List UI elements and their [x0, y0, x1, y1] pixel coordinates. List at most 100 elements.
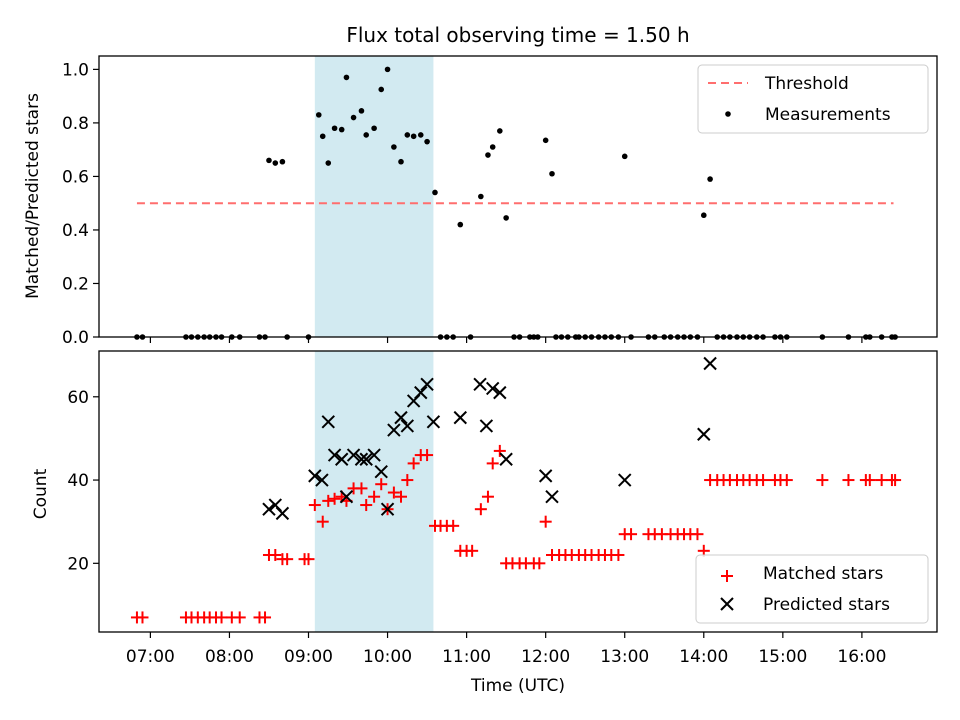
matched-star-point [355, 482, 368, 495]
measurement-point [325, 160, 332, 166]
predicted-star-point [339, 489, 354, 504]
matched-star-point [486, 457, 499, 470]
predicted-star-point [545, 489, 559, 504]
matched-star-point [493, 444, 506, 457]
bottom-legend: Matched stars Predicted stars [695, 554, 929, 624]
measurement-point [272, 160, 279, 166]
matched-star-point [625, 528, 638, 541]
predicted-star-point [618, 473, 632, 487]
predicted-star-point [387, 423, 401, 437]
predicted-star-point [354, 452, 369, 466]
bottom-y-axis: 20 40 60 [67, 388, 99, 574]
x-tick-label: 12:00 [521, 647, 570, 667]
predicted-star-point [414, 385, 428, 400]
predicted-star-point [697, 427, 711, 441]
measurement-point [279, 158, 286, 165]
legend-matched-swatch [721, 570, 733, 582]
x-tick-label: 09:00 [284, 647, 333, 667]
measurement-point [319, 133, 326, 140]
predicted-star-point [394, 410, 408, 425]
matched-star-point [375, 478, 388, 491]
matched-star-point [466, 544, 479, 557]
matched-star-point [481, 490, 494, 503]
x-tick-label: 15:00 [758, 647, 807, 667]
matched-star-point [394, 490, 407, 503]
predicted-star-point [308, 469, 322, 483]
matched-star-point [533, 557, 546, 570]
bottom-legend-box [695, 554, 929, 624]
y-tick-label: 0.6 [62, 167, 89, 187]
top-legend: Threshold Measurements [697, 64, 929, 134]
measurement-point [432, 189, 438, 196]
measurement-point [489, 144, 496, 150]
predicted-star-point [479, 419, 494, 433]
x-tick-label: 13:00 [600, 647, 649, 667]
x-tick-label: 16:00 [837, 647, 886, 667]
predicted-star-point [321, 415, 335, 429]
top-y-axis: 0.0 0.2 0.4 0.6 0.8 1.0 [62, 60, 99, 348]
count-points [130, 356, 902, 624]
predicted-star-point [374, 465, 388, 479]
matched-star-point [259, 611, 272, 624]
matched-star-point [281, 553, 294, 566]
legend-measurements-swatch [725, 111, 731, 117]
matched-star-point [387, 486, 400, 499]
measurement-point [410, 133, 417, 140]
measurement-point [266, 157, 272, 164]
matched-star-point [875, 474, 888, 487]
top-plot-frame [98, 55, 938, 338]
predicted-star-point [473, 377, 487, 392]
matched-star-point [401, 474, 414, 487]
measurement-point [621, 153, 628, 160]
measurement-point [338, 126, 345, 133]
top-x-axis [149, 337, 863, 343]
predicted-star-point [327, 448, 342, 462]
matched-star-point [863, 474, 876, 487]
measurement-point [343, 74, 350, 81]
measurement-point [391, 144, 397, 150]
y-tick-label: 20 [67, 554, 89, 574]
measurement-point [398, 158, 404, 165]
predicted-star-point [262, 502, 276, 516]
predicted-star-point [426, 415, 441, 429]
legend-matched-label: Matched stars [763, 564, 883, 584]
bottom-x-axis: 07:00 08:00 09:00 10:00 11:00 12:00 13:00 14:00… [126, 632, 886, 667]
measurement-point [363, 132, 370, 138]
matched-star-point [302, 553, 315, 566]
predicted-star-point [400, 419, 415, 433]
bottom-plot-frame [98, 350, 938, 633]
matched-star-point [233, 611, 246, 624]
matched-star-point [322, 494, 335, 507]
matched-star-point [328, 492, 341, 505]
matched-star-point [447, 519, 460, 532]
y-tick-label: 1.0 [62, 60, 89, 80]
measurement-point [315, 112, 322, 118]
predicted-star-point [703, 356, 717, 371]
matched-star-point [757, 474, 770, 487]
measurement-point [350, 114, 357, 121]
observing-window-highlight [314, 56, 434, 337]
matched-star-point [136, 611, 149, 624]
matched-star-point [842, 474, 855, 487]
measurement-point [542, 137, 549, 144]
top-y-axis-label: Matched/Predicted stars [23, 93, 43, 299]
predicted-star-point [380, 502, 395, 516]
measurement-point [384, 66, 391, 73]
predicted-star-point [420, 377, 434, 392]
matched-star-point [215, 611, 228, 624]
bottom-y-axis-label: Count [31, 468, 51, 519]
measurement-point [424, 138, 430, 145]
predicted-star-point [275, 506, 290, 521]
predicted-star-point [453, 410, 467, 425]
legend-threshold-label: Threshold [764, 74, 849, 94]
measurement-point [404, 132, 411, 138]
matched-star-point [360, 499, 373, 512]
matched-star-point [308, 499, 321, 512]
measurement-point [485, 152, 491, 158]
matched-star-point [889, 474, 902, 487]
bottom-panel: 20 40 60 07:00 08:00 09:00 10:00 11:00 12:00 13:… [31, 350, 938, 696]
x-tick-label: 14:00 [679, 647, 728, 667]
x-tick-label: 07:00 [126, 647, 175, 667]
y-tick-label: 0.2 [62, 274, 89, 294]
y-tick-label: 0.4 [62, 221, 89, 241]
